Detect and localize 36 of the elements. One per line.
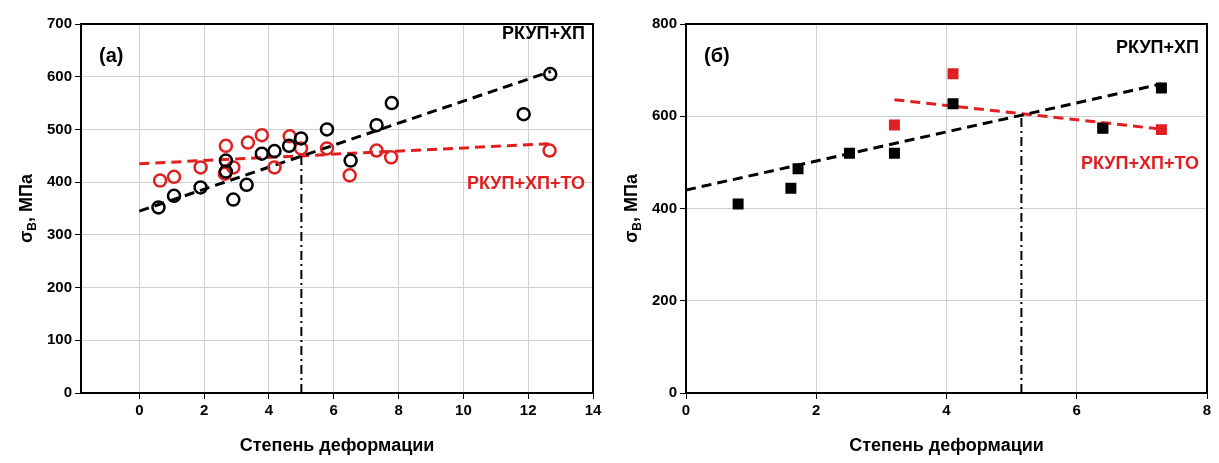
y-tick-label: 200 [47,277,73,295]
y-tick-label: 0 [63,383,73,401]
y-tick-label: 700 [47,14,73,32]
y-tick-label: 100 [47,330,73,348]
x-tick-label: 4 [942,401,952,419]
y-tick-label: 0 [668,383,678,401]
x-tick-label: 2 [812,401,821,419]
x-tick-label: 0 [135,401,144,419]
x-tick-label: 2 [199,401,209,419]
annotation: (a) [99,43,124,66]
y-tick-label: 600 [47,66,73,84]
y-axis-title: σВ, МПа [16,173,39,243]
series-label: РКУП+ХП+ТО [1080,152,1199,173]
y-tick-label: 500 [47,119,73,137]
x-tick-label: 4 [264,401,274,419]
x-tick-label: 12 [519,401,537,419]
x-tick-label: 6 [1072,401,1081,419]
y-tick-label: 800 [652,14,678,32]
x-tick-label: 14 [584,401,602,419]
text: РКУП+ХП [1115,37,1199,58]
x-axis-title: Степень деформации [849,435,1044,455]
x-tick-label: 8 [1202,401,1212,419]
y-tick-label: 300 [47,225,73,242]
y-tick-label: 200 [652,290,678,308]
series-label: РКУП+ХП [501,23,585,44]
x-tick-label: 6 [329,401,338,419]
y-axis-title: σВ, МПа [621,173,644,243]
annotation: (б) [704,43,730,66]
y-tick-label: 400 [47,172,73,190]
x-tick-label: 8 [394,401,403,419]
y-tick-label: 600 [652,106,678,124]
y-tick-label: 400 [652,198,678,216]
x-tick-label: 0 [681,401,691,419]
x-axis-title: Степень деформации [239,435,435,455]
series-label: РКУП+ХП+ТО [466,173,585,194]
x-tick-label: 10 [455,401,472,419]
